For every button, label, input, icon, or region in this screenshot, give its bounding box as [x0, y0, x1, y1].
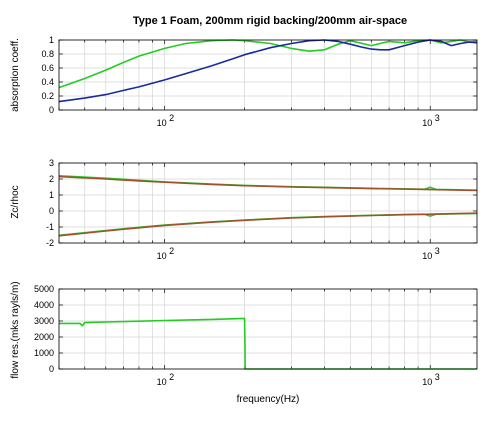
y-tick-label: 3000 — [34, 316, 54, 326]
x-tick-exponent: 3 — [435, 372, 440, 382]
x-tick-exponent: 2 — [169, 372, 174, 382]
x-tick-label: 10 — [157, 118, 167, 128]
x-tick-label: 10 — [422, 251, 432, 261]
y-tick-label: -1 — [46, 222, 54, 232]
x-tick-label: 10 — [422, 118, 432, 128]
y-tick-label: 0 — [49, 105, 54, 115]
y-tick-label: 2 — [49, 174, 54, 184]
y-tick-label: 4000 — [34, 300, 54, 310]
y-tick-label: 1000 — [34, 348, 54, 358]
y-tick-label: 3 — [49, 158, 54, 168]
ylabel-flow-resistivity: flow res.(mks rayls/m) — [10, 281, 21, 378]
y-tick-label: 0 — [49, 364, 54, 374]
y-tick-label: 0 — [49, 206, 54, 216]
ylabel-absorption: absorption coeff. — [10, 38, 21, 112]
series-line-2 — [59, 39, 477, 103]
series-line-3 — [59, 175, 477, 192]
y-tick-label: 1 — [49, 190, 54, 200]
y-tick-label: 2000 — [34, 332, 54, 342]
plot-frame — [58, 162, 478, 244]
x-tick-exponent: 3 — [435, 246, 440, 256]
y-tick-label: 0.2 — [41, 91, 54, 101]
plot-frame — [58, 288, 478, 370]
x-tick-label: 10 — [157, 377, 167, 387]
y-tick-label: -2 — [46, 238, 54, 248]
y-tick-label: 0.4 — [41, 77, 54, 87]
y-tick-label: 0.8 — [41, 49, 54, 59]
x-tick-label: 10 — [422, 377, 432, 387]
y-tick-label: 5000 — [34, 284, 54, 294]
plot-area — [59, 289, 477, 369]
series-line-4 — [59, 212, 477, 237]
series-line-1 — [59, 39, 477, 89]
x-tick-exponent: 2 — [169, 246, 174, 256]
plot-area — [59, 163, 477, 243]
plot-frame — [58, 39, 478, 111]
y-tick-label: 0.6 — [41, 63, 54, 73]
y-tick-label: 1 — [49, 35, 54, 45]
x-tick-exponent: 2 — [169, 113, 174, 123]
x-tick-exponent: 3 — [435, 113, 440, 123]
x-tick-label: 10 — [157, 251, 167, 261]
xlabel-frequency: frequency(Hz) — [237, 394, 300, 405]
plot-area — [59, 40, 477, 110]
chart-title: Type 1 Foam, 200mm rigid backing/200mm a… — [133, 15, 407, 27]
ylabel-impedance: Zc/rhoc — [10, 185, 21, 218]
